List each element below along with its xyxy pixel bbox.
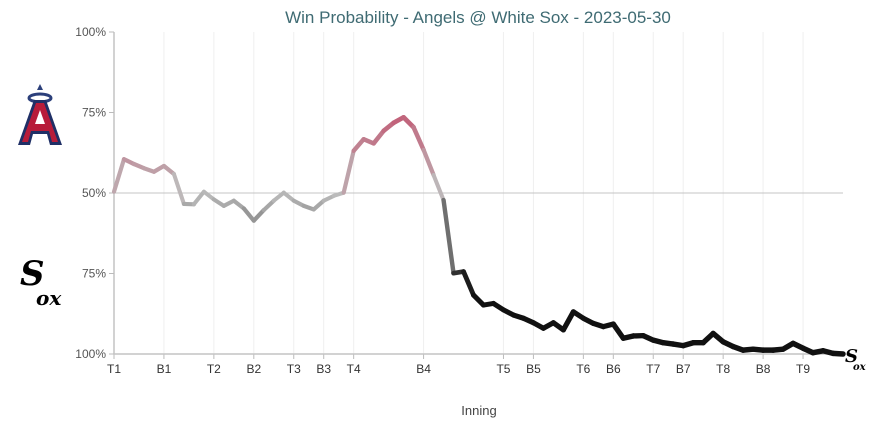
line-segment <box>421 147 436 178</box>
line-segment <box>830 350 846 357</box>
line-segment <box>171 171 186 206</box>
line-segment <box>371 128 386 146</box>
line-segment <box>411 125 426 153</box>
line-segment <box>441 197 456 276</box>
chart-title: Win Probability - Angels @ White Sox - 2… <box>285 8 671 27</box>
line-segment <box>560 309 576 333</box>
x-tick-label: T9 <box>796 362 810 376</box>
line-segment <box>241 206 256 223</box>
line-segment <box>161 163 177 177</box>
x-tick-label: B2 <box>246 362 261 376</box>
line-segment <box>201 189 216 202</box>
x-tick-label: B4 <box>416 362 431 376</box>
line-segment <box>251 207 266 223</box>
svg-text:S: S <box>845 346 858 367</box>
line-segment <box>341 148 356 195</box>
x-axis: T1 B1 T2 B2 T3 B3 T4 B4 T5 B5 T6 B6 T7 B7 T8 B8 T9 <box>107 353 843 376</box>
x-tick-label: T1 <box>107 362 121 376</box>
svg-text:ox: ox <box>36 286 62 310</box>
white-sox-logo-icon: S ox <box>20 254 62 310</box>
line-segment <box>461 269 476 298</box>
line-segment <box>351 137 366 154</box>
svg-text:ox: ox <box>853 362 867 373</box>
line-segment <box>111 157 127 194</box>
x-tick-label: B7 <box>676 362 691 376</box>
y-axis: 100% 75% 50% 75% 100% <box>75 25 115 361</box>
x-tick-label: T3 <box>287 362 301 376</box>
line-segment <box>271 190 286 203</box>
x-tick-label: B6 <box>606 362 621 376</box>
x-tick-label: B3 <box>316 362 331 376</box>
x-tick-label: T6 <box>576 362 590 376</box>
x-tick-label: B1 <box>157 362 172 376</box>
x-tick-label: T4 <box>347 362 361 376</box>
x-tick-label: T8 <box>716 362 730 376</box>
y-tick-label: 100% <box>75 25 106 39</box>
svg-text:S: S <box>20 254 45 294</box>
angels-logo-icon <box>18 84 62 145</box>
x-tick-label: B5 <box>526 362 541 376</box>
y-tick-label: 75% <box>82 267 106 281</box>
x-tick-label: T7 <box>646 362 660 376</box>
line-segment <box>431 172 446 203</box>
x-tick-label: T2 <box>207 362 221 376</box>
y-tick-label: 50% <box>82 186 106 200</box>
x-tick-label: B8 <box>756 362 771 376</box>
line-segment <box>231 198 246 211</box>
y-tick-label: 100% <box>75 347 106 361</box>
win-probability-line <box>111 114 846 357</box>
white-sox-end-marker-icon: S ox <box>845 346 867 373</box>
line-segment <box>311 198 326 212</box>
line-segment <box>281 190 296 203</box>
line-segment <box>191 189 206 207</box>
x-axis-label: Inning <box>461 403 496 418</box>
line-segment <box>610 321 626 341</box>
grid <box>114 32 843 354</box>
line-segment <box>261 198 276 213</box>
y-tick-label: 75% <box>82 106 106 120</box>
x-tick-label: T5 <box>496 362 510 376</box>
line-segment <box>401 115 416 130</box>
